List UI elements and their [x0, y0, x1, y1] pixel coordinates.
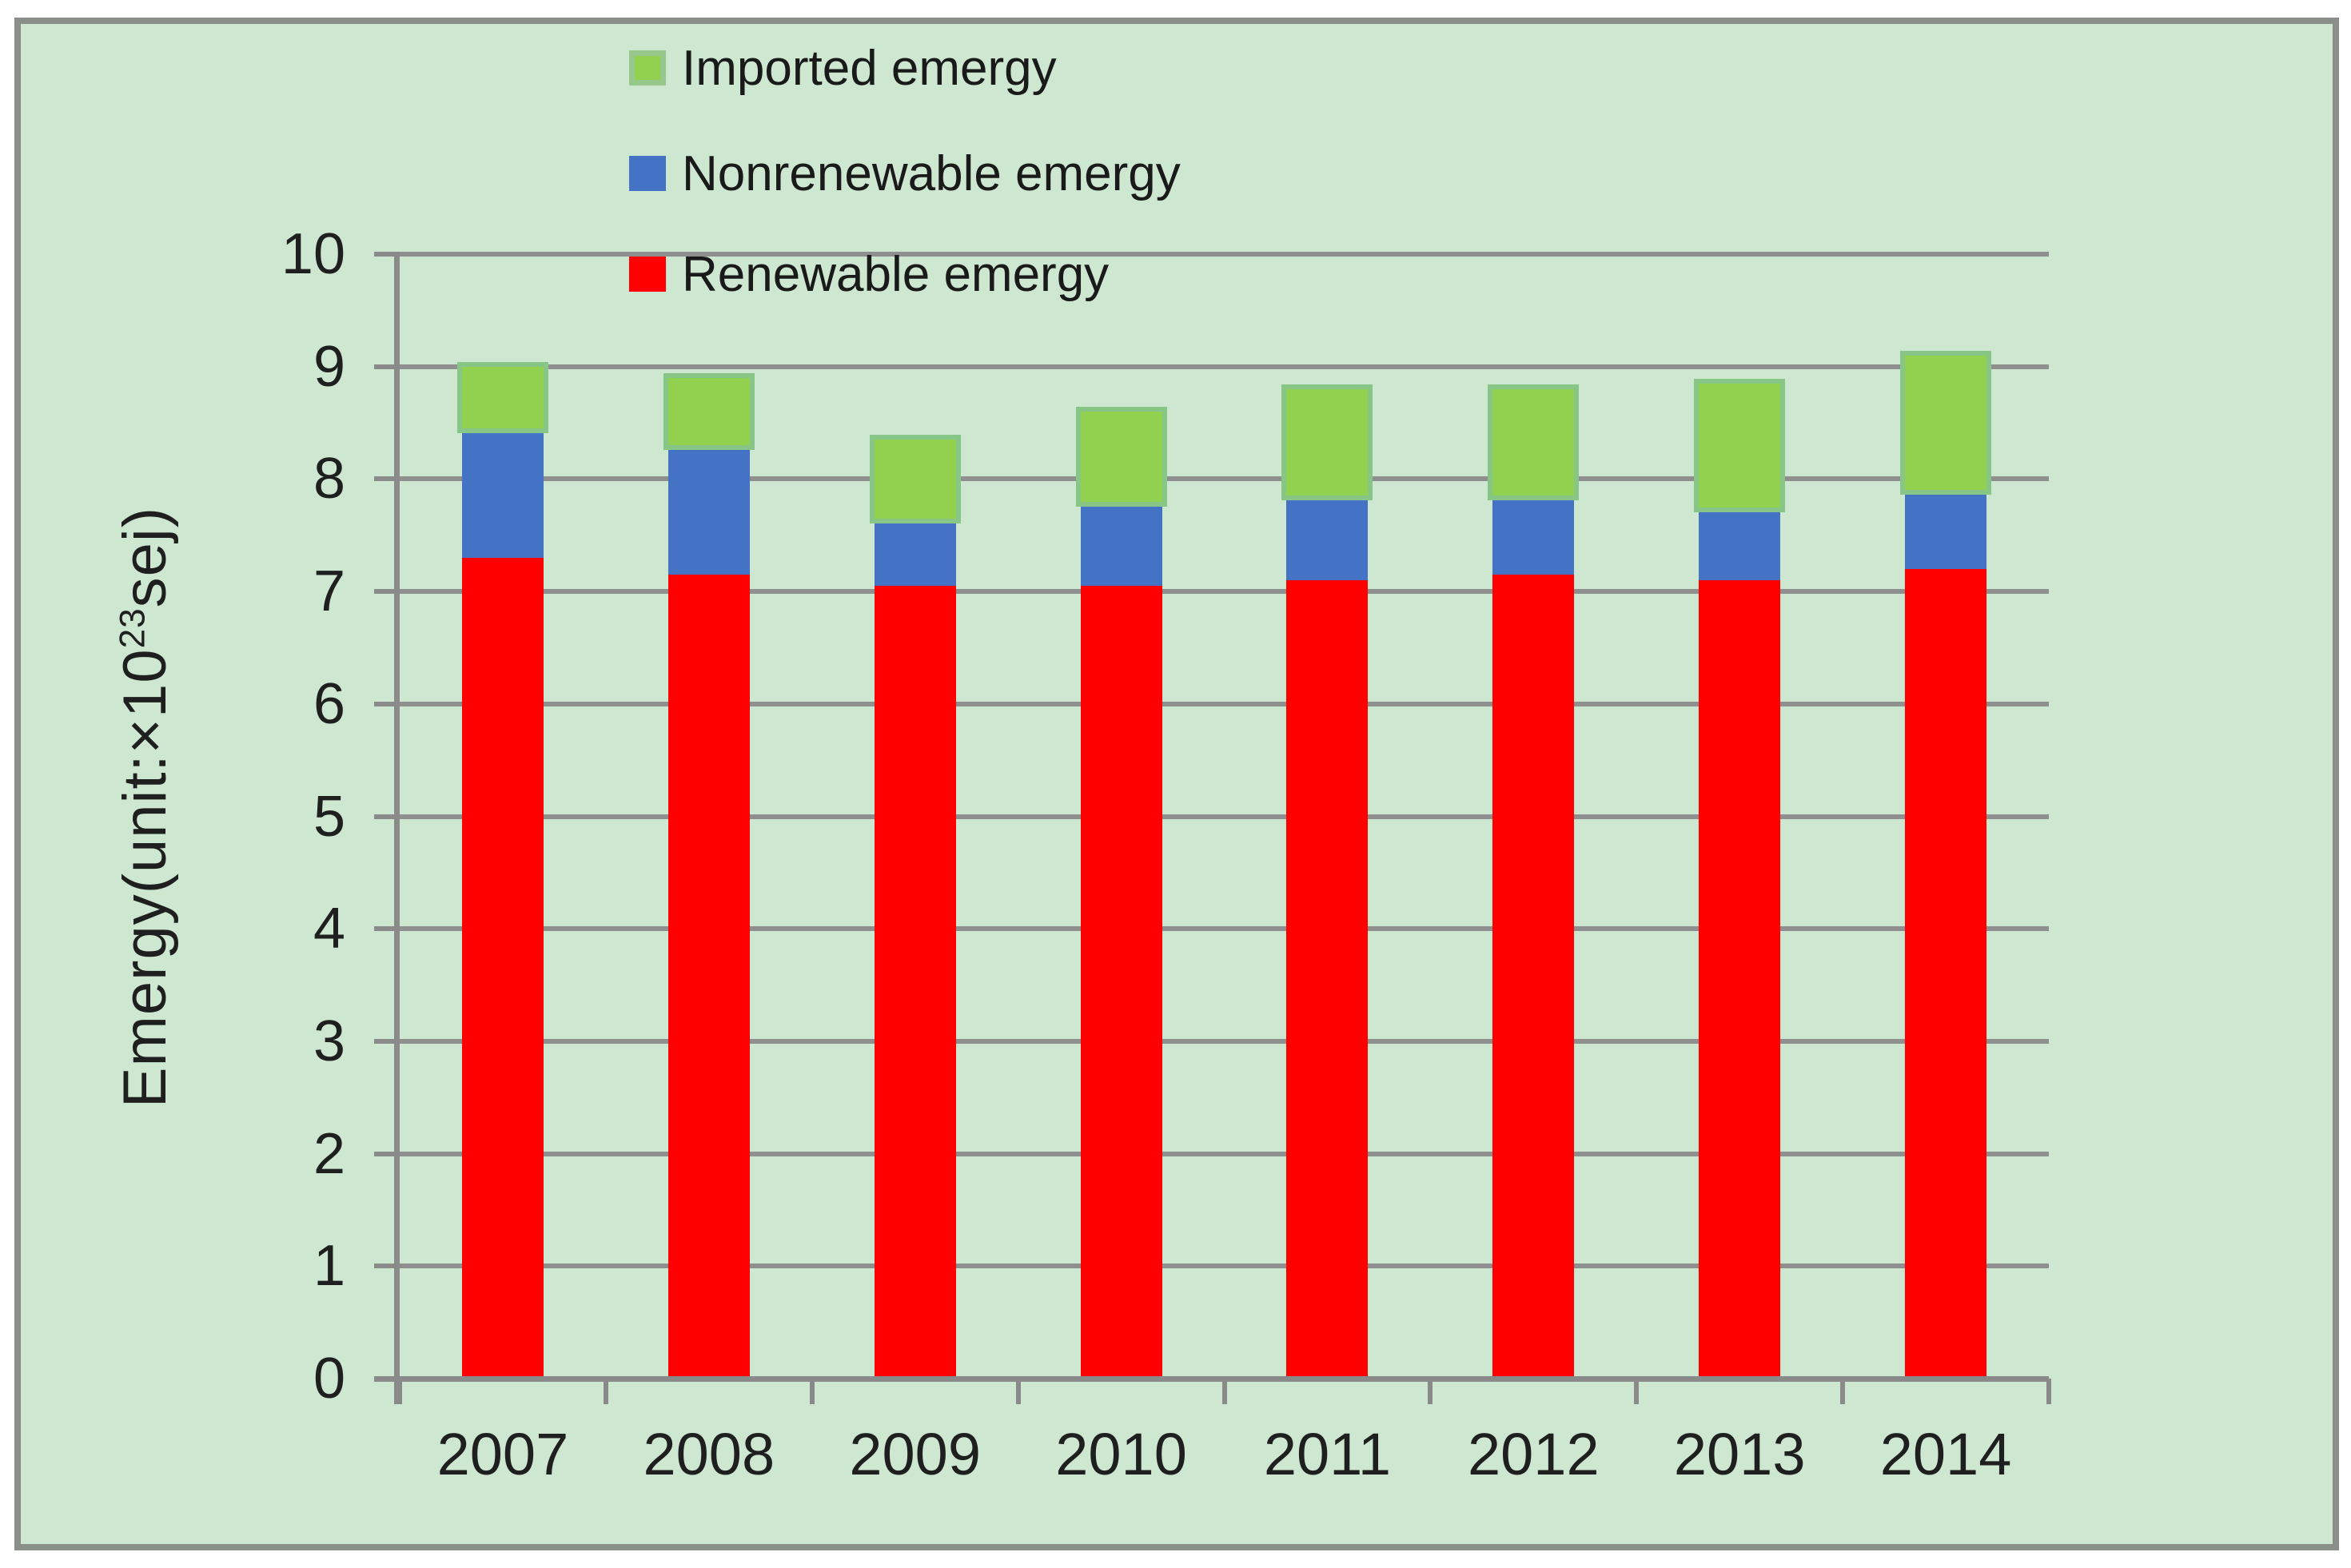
bar-2010-imported [1075, 406, 1167, 507]
bar-2008-imported [663, 372, 755, 451]
chart-frame: Emergy(unit:×1023sej) Imported emergy No… [14, 18, 2339, 1550]
y-tick-9 [374, 364, 400, 369]
legend-item-imported-emergy: Imported emergy [629, 36, 1057, 100]
y-tick-10 [374, 252, 400, 257]
bar-2011-nonrenewable [1286, 495, 1369, 581]
plot-area [400, 252, 2049, 1379]
gridline-y-2 [400, 1151, 2049, 1156]
y-tick-label-5: 5 [313, 784, 345, 849]
gridline-y-8 [400, 476, 2049, 482]
y-tick-label-3: 3 [313, 1009, 345, 1073]
bar-2014-nonrenewable [1905, 490, 1987, 569]
y-tick-5 [374, 814, 400, 819]
y-tick-label-6: 6 [313, 671, 345, 736]
legend-label-nonrenewable-emergy: Nonrenewable emergy [682, 145, 1181, 201]
bar-2011-renewable [1286, 580, 1369, 1379]
y-axis-title: Emergy(unit:×1023sej) [106, 328, 185, 1287]
x-tick-label-2013: 2013 [1673, 1421, 1806, 1487]
y-tick-label-4: 4 [313, 897, 345, 961]
gridline-y-6 [400, 701, 2049, 706]
y-tick-4 [374, 926, 400, 932]
y-tick-3 [374, 1038, 400, 1044]
bar-2013-renewable [1699, 580, 1781, 1379]
gridline-y-3 [400, 1038, 2049, 1044]
y-axis-title-prefix: Emergy(unit:×10 [111, 648, 179, 1108]
x-tick-label-2012: 2012 [1468, 1421, 1600, 1487]
x-tick-label-2007: 2007 [436, 1421, 569, 1487]
gridline-y-7 [400, 589, 2049, 595]
y-tick-label-9: 9 [313, 334, 345, 399]
y-tick-7 [374, 589, 400, 595]
x-tick-7 [1840, 1379, 1846, 1404]
x-tick-label-2008: 2008 [643, 1421, 775, 1487]
x-tick-label-2014: 2014 [1879, 1421, 2012, 1487]
legend-swatch-renewable-emergy [629, 257, 666, 292]
x-tick-3 [1015, 1379, 1021, 1404]
x-tick-0 [397, 1379, 402, 1404]
x-tick-label-2010: 2010 [1055, 1421, 1187, 1487]
bar-2014-renewable [1905, 568, 1987, 1379]
legend-label-imported-emergy: Imported emergy [682, 40, 1057, 96]
bar-2007-nonrenewable [461, 428, 544, 558]
y-tick-1 [374, 1264, 400, 1269]
gridline-y-10 [400, 252, 2049, 257]
x-axis-line [374, 1376, 2049, 1382]
y-tick-label-10: 10 [281, 222, 345, 286]
y-tick-6 [374, 701, 400, 706]
bar-2012-nonrenewable [1492, 495, 1575, 575]
legend-label-renewable-emergy: Renewable emergy [682, 246, 1110, 302]
bar-2009-renewable [874, 586, 956, 1379]
y-tick-label-8: 8 [313, 447, 345, 511]
y-tick-label-7: 7 [313, 559, 345, 624]
bar-2007-renewable [461, 557, 544, 1379]
y-tick-label-2: 2 [313, 1121, 345, 1186]
y-axis-title-suffix: sej) [111, 506, 179, 608]
bar-2009-nonrenewable [874, 518, 956, 587]
y-tick-label-0: 0 [313, 1347, 345, 1411]
legend-item-renewable-emergy: Renewable emergy [629, 242, 1109, 306]
y-tick-2 [374, 1151, 400, 1156]
x-tick-4 [1221, 1379, 1227, 1404]
bar-2012-imported [1488, 384, 1580, 501]
bar-2010-nonrenewable [1080, 501, 1162, 587]
legend-swatch-nonrenewable-emergy [629, 156, 666, 191]
bar-2008-nonrenewable [667, 445, 750, 575]
gridline-y-9 [400, 364, 2049, 369]
y-axis-line [394, 254, 400, 1404]
y-axis-title-superscript: 23 [113, 607, 153, 649]
x-tick-5 [1428, 1379, 1433, 1404]
gridline-y-1 [400, 1264, 2049, 1269]
x-tick-label-2009: 2009 [849, 1421, 981, 1487]
gridline-y-4 [400, 926, 2049, 932]
legend-swatch-imported-emergy [629, 50, 666, 86]
bar-2013-imported [1694, 378, 1786, 512]
bar-2008-renewable [667, 574, 750, 1379]
x-tick-1 [603, 1379, 608, 1404]
y-tick-8 [374, 476, 400, 482]
legend-item-nonrenewable-emergy: Nonrenewable emergy [629, 141, 1181, 205]
bar-2010-renewable [1080, 586, 1162, 1379]
x-tick-6 [1634, 1379, 1640, 1404]
bar-2013-nonrenewable [1699, 507, 1781, 581]
x-tick-8 [2046, 1379, 2051, 1404]
x-tick-label-2011: 2011 [1263, 1421, 1391, 1487]
bar-2012-renewable [1492, 574, 1575, 1379]
bar-2009-imported [869, 435, 961, 523]
y-tick-label-1: 1 [313, 1234, 345, 1299]
bar-2011-imported [1281, 384, 1373, 501]
gridline-y-5 [400, 814, 2049, 819]
x-tick-2 [809, 1379, 815, 1404]
bar-2014-imported [1900, 350, 1992, 495]
bar-2007-imported [456, 361, 548, 434]
